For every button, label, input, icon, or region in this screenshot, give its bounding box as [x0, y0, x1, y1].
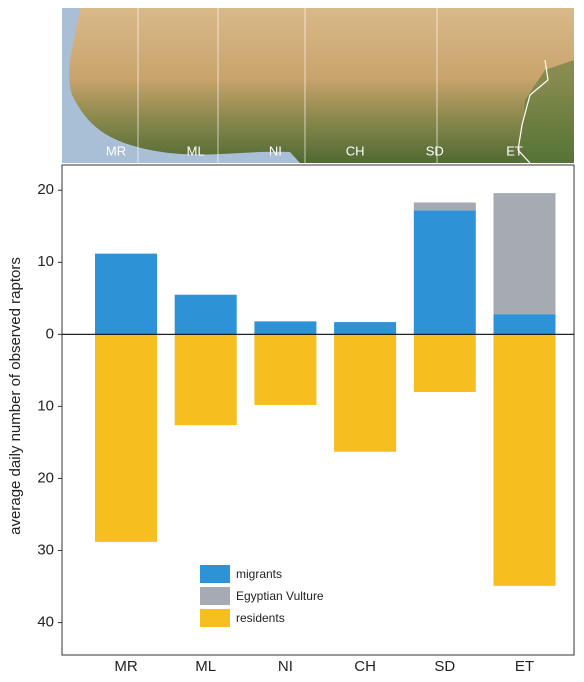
bar	[493, 334, 556, 586]
legend-label: residents	[236, 611, 285, 625]
bar	[334, 334, 397, 452]
bar	[413, 210, 476, 335]
x-tick-label: ML	[195, 658, 216, 675]
map-label: SD	[426, 143, 444, 158]
x-tick-label: ET	[515, 658, 534, 675]
legend-swatch	[200, 609, 230, 627]
legend-label: Egyptian Vulture	[236, 589, 324, 603]
legend-swatch	[200, 565, 230, 583]
x-tick-label: SD	[434, 658, 455, 675]
y-axis-title: average daily number of observed raptors	[7, 257, 24, 535]
bar	[254, 321, 317, 335]
map-label: MR	[106, 143, 126, 158]
bar	[334, 322, 397, 335]
bar	[95, 253, 157, 335]
y-tick-label: 20	[37, 469, 54, 486]
y-tick-label: 0	[46, 325, 54, 342]
bar	[95, 334, 157, 542]
y-tick-label: 20	[37, 181, 54, 198]
plot-frame	[61, 164, 575, 656]
bar	[174, 334, 237, 426]
x-tick-label: MR	[114, 658, 137, 675]
map	[62, 8, 574, 164]
bar	[413, 334, 476, 392]
map-label: NI	[269, 143, 282, 158]
legend-label: migrants	[236, 567, 282, 581]
y-tick-label: 10	[37, 253, 54, 270]
x-tick-label: CH	[354, 658, 376, 675]
y-tick-label: 30	[37, 541, 54, 558]
y-tick-label: 10	[37, 397, 54, 414]
bar	[174, 294, 237, 335]
legend-swatch	[200, 587, 230, 605]
bar	[413, 202, 476, 211]
map-label: ET	[506, 143, 523, 158]
y-tick-label: 40	[37, 614, 54, 631]
map-label: CH	[346, 143, 365, 158]
bar	[254, 334, 317, 405]
bar	[493, 314, 556, 335]
x-tick-label: NI	[278, 658, 293, 675]
map-label: ML	[187, 143, 205, 158]
bar	[493, 193, 556, 315]
